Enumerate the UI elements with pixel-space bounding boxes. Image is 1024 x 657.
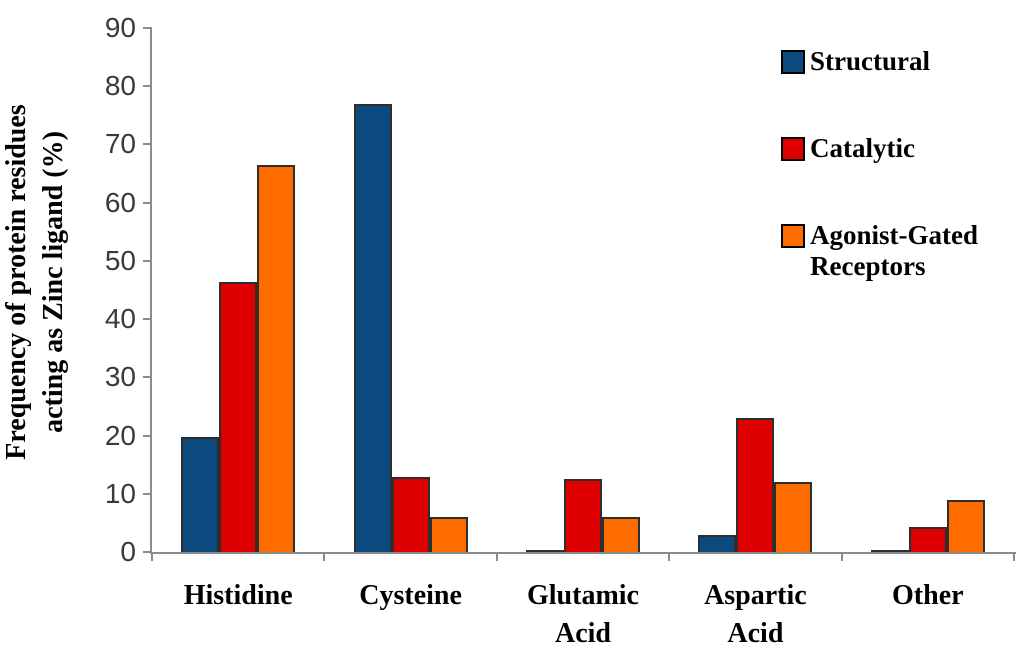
y-tick-40 <box>143 318 152 321</box>
bar-agonist-gated-receptors-other <box>946 499 985 552</box>
bar-structural-aspartic-acid <box>698 535 737 552</box>
x-tick-4 <box>840 552 843 561</box>
bar-structural-other <box>870 550 909 552</box>
y-tick-label-70: 70 <box>104 128 136 160</box>
x-tick-5 <box>1013 552 1015 561</box>
y-tick-label-90: 90 <box>104 12 136 43</box>
y-tick-label-20: 20 <box>104 419 136 451</box>
bar-agonist-gated-receptors-histidine <box>257 164 296 552</box>
legend-label-structural: Structural <box>810 46 930 76</box>
bar-catalytic-cysteine <box>391 477 430 552</box>
bar-structural-histidine <box>181 437 220 552</box>
x-category-label-other: Other <box>892 580 964 611</box>
x-axis-line <box>150 552 1016 554</box>
y-tick-label-40: 40 <box>104 303 136 335</box>
legend-item-structural: Structural <box>781 46 1017 77</box>
y-axis-line <box>150 27 152 554</box>
bar-agonist-gated-receptors-cysteine <box>429 517 468 552</box>
y-tick-50 <box>143 259 152 262</box>
y-tick-label-0: 0 <box>120 536 136 567</box>
x-tick-3 <box>668 552 671 561</box>
bar-structural-cysteine <box>353 103 392 552</box>
bar-agonist-gated-receptors-aspartic-acid <box>774 482 813 552</box>
legend-swatch-structural-icon <box>781 50 805 74</box>
x-tick-0 <box>151 552 153 561</box>
y-tick-label-60: 60 <box>104 186 136 218</box>
y-tick-label-10: 10 <box>104 477 136 509</box>
y-tick-0 <box>143 551 152 553</box>
x-tick-2 <box>495 552 498 561</box>
y-tick-10 <box>143 492 152 495</box>
y-tick-80 <box>143 85 152 88</box>
x-category-label-cysteine: Cysteine <box>359 580 462 611</box>
legend-label-catalytic: Catalytic <box>810 133 915 163</box>
bar-catalytic-histidine <box>219 281 258 552</box>
y-tick-20 <box>143 434 152 437</box>
y-tick-label-30: 30 <box>104 361 136 393</box>
legend-item-agonist-gated-receptors: Agonist-Gated Receptors <box>781 220 1017 282</box>
legend-item-catalytic: Catalytic <box>781 133 1017 164</box>
bar-structural-glutamic-acid <box>526 550 564 552</box>
legend-label-agonist-gated-receptors: Agonist-Gated Receptors <box>810 220 978 281</box>
y-tick-label-50: 50 <box>104 244 136 276</box>
bar-catalytic-other <box>908 526 947 552</box>
bar-catalytic-aspartic-acid <box>736 418 775 552</box>
x-category-label-aspartic-acid: Aspartic Acid <box>704 580 807 649</box>
legend: Structural Catalytic Agonist-Gated Recep… <box>781 46 1017 282</box>
legend-swatch-agonist-gated-receptors-icon <box>781 224 805 248</box>
y-tick-label-80: 80 <box>104 70 136 102</box>
bar-agonist-gated-receptors-glutamic-acid <box>602 517 640 552</box>
y-tick-90 <box>143 27 152 29</box>
y-axis-title-line1: Frequency of protein residues <box>1 104 32 460</box>
bar-catalytic-glutamic-acid <box>564 479 602 552</box>
x-tick-1 <box>323 552 326 561</box>
y-tick-30 <box>143 376 152 379</box>
x-category-label-glutamic-acid: Glutamic Acid <box>527 580 639 649</box>
y-tick-70 <box>143 143 152 146</box>
plot-area <box>152 28 1014 552</box>
y-tick-60 <box>143 201 152 204</box>
legend-swatch-catalytic-icon <box>781 137 805 161</box>
x-category-label-histidine: Histidine <box>183 580 293 611</box>
